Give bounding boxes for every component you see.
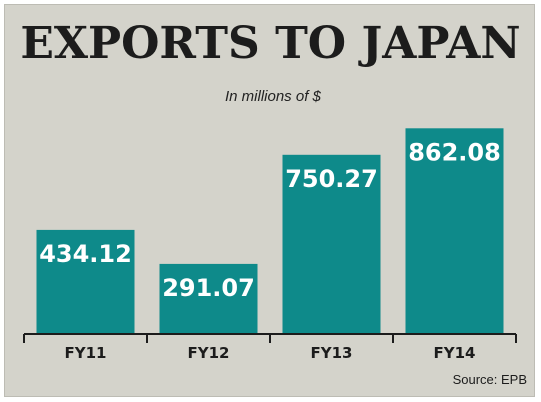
source-note: Source: EPB [452, 372, 527, 387]
x-tick-label: FY13 [311, 344, 353, 362]
x-tick-label: FY14 [434, 344, 476, 362]
chart-title: EXPORTS TO JAPAN [20, 18, 521, 69]
bar-fy11 [36, 229, 135, 333]
bar-value-label: 434.12 [39, 240, 132, 268]
bar-value-label: 862.08 [408, 138, 501, 166]
bar-fy13 [282, 154, 381, 333]
bar-value-label: 750.27 [285, 165, 378, 193]
tick-labels-layer: FY11 FY12 FY13 FY14 [65, 344, 476, 362]
x-tick-label: FY12 [188, 344, 230, 362]
bar-fy12 [159, 263, 258, 333]
bar-value-label: 291.07 [162, 274, 255, 302]
ticks-layer [23, 334, 517, 343]
x-tick-label: FY11 [65, 344, 107, 362]
bar-fy14 [405, 128, 504, 333]
chart-subtitle: In millions of $ [225, 88, 321, 105]
bars-layer: 434.12 291.07 750.27 862.08 [36, 128, 504, 333]
